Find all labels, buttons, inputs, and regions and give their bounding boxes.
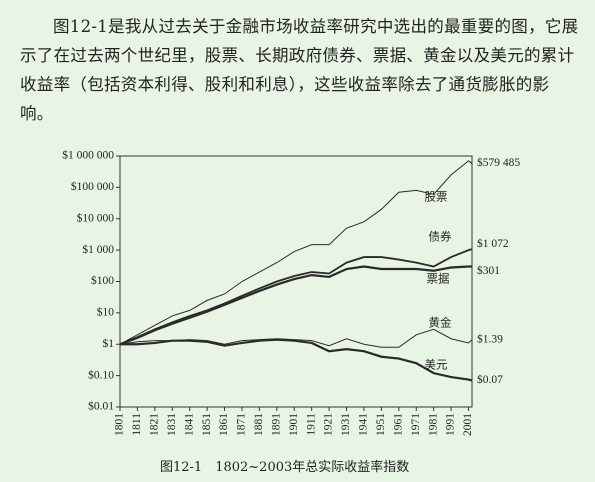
x-tick-label: 1811	[131, 413, 143, 436]
paragraph: 图12-1是我从过去关于金融市场收益率研究中选出的最重要的图，它展示了在过去两个…	[20, 17, 579, 123]
y-tick-label: $100	[91, 274, 114, 287]
end-label: $579 485	[477, 156, 520, 169]
end-label: $1 072	[477, 237, 509, 250]
series-line	[119, 160, 473, 345]
series-name: 票据	[427, 272, 450, 286]
x-tick-label: 1961	[392, 413, 404, 436]
chart: $0.01 $0.10 $1 $10 $100 $1 000 $10 000 $100 000…	[62, 149, 520, 436]
x-tick-label: 1971	[410, 413, 422, 436]
x-tick-label: 1851	[201, 413, 213, 436]
x-tick-label: 2001	[462, 413, 474, 436]
y-tick-label: $0.10	[88, 368, 114, 381]
y-tick-label: $1	[103, 337, 115, 350]
plot-frame	[119, 155, 473, 408]
y-tick-label: $0.01	[88, 400, 114, 413]
y-tick-label: $1 000 000	[62, 149, 114, 162]
x-tick-label: 1921	[323, 413, 335, 436]
x-tick-label: 1901	[288, 413, 300, 436]
end-label: $0.07	[477, 373, 503, 386]
end-label: $1.39	[477, 332, 503, 345]
series-line	[119, 265, 473, 346]
x-tick-label: 1991	[445, 413, 457, 436]
series-line	[120, 338, 473, 382]
y-tick-label: $1 000	[82, 243, 114, 256]
series-name: 股票	[425, 191, 448, 204]
x-tick-label: 1841	[183, 413, 195, 436]
y-tick-label: $10 000	[77, 211, 115, 224]
series-name: 债券	[429, 230, 452, 244]
x-tick-label: 1911	[305, 413, 317, 436]
x-tick-label: 1831	[166, 413, 178, 436]
x-tick-label: 1941	[358, 413, 370, 436]
x-tick-label: 1931	[340, 413, 352, 436]
x-tick-label: 1891	[270, 413, 282, 436]
series-name: 黄金	[429, 316, 452, 330]
x-tick-label: 1821	[148, 413, 160, 436]
x-tick-label: 1861	[218, 413, 230, 436]
x-tick-label: 1871	[236, 413, 248, 436]
y-tick-label: $100 000	[71, 180, 114, 193]
caption: 图12-1 1802~2003年总实际收益率指数	[160, 460, 410, 475]
x-tick-label: 1981	[427, 413, 439, 436]
y-tick-label: $10	[97, 306, 115, 319]
x-tick-label: 1951	[375, 413, 387, 436]
series-line	[119, 328, 473, 348]
series-line	[119, 248, 473, 346]
end-label: $301	[477, 264, 500, 277]
x-tick-label: 1881	[253, 413, 265, 436]
series-name: 美元	[425, 358, 448, 372]
x-tick-label: 1801	[114, 413, 126, 436]
